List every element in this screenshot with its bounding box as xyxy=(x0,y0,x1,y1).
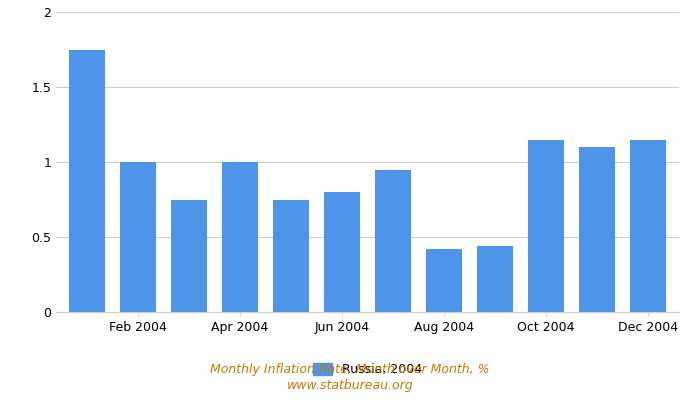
Text: www.statbureau.org: www.statbureau.org xyxy=(287,380,413,392)
Bar xyxy=(426,249,462,312)
Bar xyxy=(222,162,258,312)
Bar xyxy=(69,50,104,312)
Bar xyxy=(528,140,564,312)
Bar xyxy=(273,200,309,312)
Bar xyxy=(580,147,615,312)
Bar xyxy=(375,170,411,312)
Legend: Russia, 2004: Russia, 2004 xyxy=(313,363,422,376)
Bar xyxy=(324,192,360,312)
Bar xyxy=(171,200,206,312)
Bar xyxy=(631,140,666,312)
Bar xyxy=(120,162,155,312)
Text: Monthly Inflation Rate, Month over Month, %: Monthly Inflation Rate, Month over Month… xyxy=(210,364,490,376)
Bar xyxy=(477,246,513,312)
